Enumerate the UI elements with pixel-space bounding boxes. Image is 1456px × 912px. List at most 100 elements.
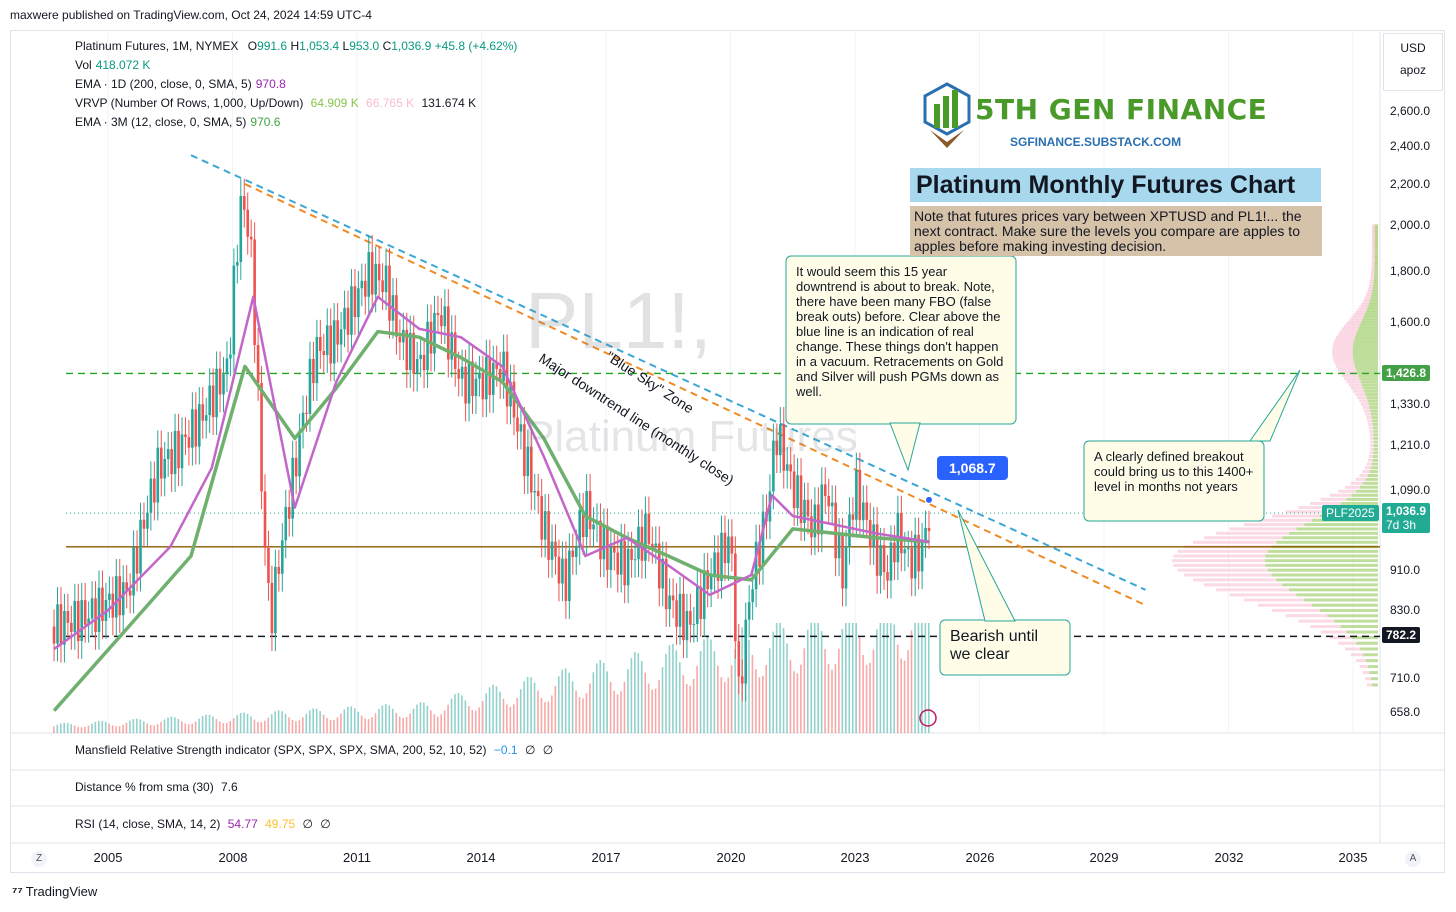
candle-body bbox=[865, 502, 869, 520]
rsi-label: RSI (14, close, SMA, 14, 2) bbox=[75, 817, 221, 831]
candle-body bbox=[671, 595, 675, 601]
volume-profile-up bbox=[1372, 419, 1378, 423]
x-tick: 2017 bbox=[591, 850, 621, 865]
legend-ema3m[interactable]: EMA · 3M (12, close, 0, SMA, 5) 970.6 bbox=[75, 115, 280, 129]
volume-bar bbox=[647, 683, 650, 733]
candle-body bbox=[875, 524, 879, 576]
volume-profile-down bbox=[1334, 338, 1355, 342]
candle-body bbox=[308, 358, 312, 414]
pane-rsi[interactable]: RSI (14, close, SMA, 14, 2) 54.77 49.75 … bbox=[75, 817, 331, 831]
volume-profile-down bbox=[1371, 230, 1375, 234]
volume-bar bbox=[568, 672, 570, 733]
volume-bar bbox=[315, 708, 318, 733]
candle-body bbox=[588, 491, 592, 530]
mansfield-na2: ∅ bbox=[542, 743, 554, 757]
candle-body bbox=[727, 536, 730, 564]
tradingview-brand[interactable]: ⁷⁷ TradingView bbox=[12, 884, 97, 899]
volume-bar bbox=[246, 713, 249, 733]
volume-bar bbox=[457, 692, 460, 733]
volume-bar bbox=[350, 706, 353, 733]
volume-bar bbox=[412, 708, 415, 733]
y-tick: 1,600.0 bbox=[1390, 315, 1431, 329]
y-tick: 2,000.0 bbox=[1390, 218, 1431, 232]
volume-profile-up bbox=[1373, 433, 1378, 437]
volume-profile-down bbox=[1346, 380, 1361, 384]
candle-body bbox=[56, 604, 59, 644]
candle-body bbox=[270, 582, 274, 634]
volume-bar bbox=[928, 623, 930, 733]
volume-bar bbox=[80, 727, 83, 733]
volume-profile-up bbox=[1353, 344, 1378, 348]
annotation-disclaimer[interactable]: Note that futures prices vary between XP… bbox=[910, 206, 1322, 256]
volume-profile-up bbox=[1264, 559, 1378, 563]
candle-body bbox=[360, 280, 364, 289]
legend-vrvp[interactable]: VRVP (Number Of Rows, 1,000, Up/Down) 64… bbox=[75, 96, 476, 110]
volume-bar bbox=[395, 713, 398, 733]
volume-bar bbox=[727, 677, 730, 733]
volume-profile-down bbox=[1338, 489, 1357, 493]
candle-body bbox=[516, 417, 519, 432]
volume-bar bbox=[914, 623, 916, 733]
candle-body bbox=[623, 540, 626, 586]
volume-profile-down bbox=[1173, 554, 1266, 558]
callout-main[interactable]: It would seem this 15 year downtrend is … bbox=[796, 264, 1004, 399]
candle-body bbox=[370, 252, 374, 295]
volume-profile-down bbox=[1344, 324, 1360, 328]
candle-body bbox=[858, 469, 862, 521]
volume-bar bbox=[793, 671, 795, 733]
volume-profile-down bbox=[1371, 228, 1375, 232]
volume-bar bbox=[257, 721, 259, 733]
volume-profile-down bbox=[1337, 332, 1356, 336]
volume-profile-up bbox=[1374, 263, 1378, 267]
volume-bar bbox=[153, 725, 155, 733]
currency-unit[interactable]: USD bbox=[1400, 41, 1426, 55]
volume-profile-down bbox=[1370, 280, 1374, 284]
legend-vol-value: 418.072 K bbox=[95, 58, 151, 72]
volume-profile-up bbox=[1373, 444, 1378, 448]
legend-ema1d[interactable]: EMA · 1D (200, close, 0, SMA, 5) 970.8 bbox=[75, 77, 286, 91]
auto-scale-button[interactable]: A bbox=[1405, 851, 1421, 867]
volume-bar bbox=[98, 720, 100, 733]
volume-bar bbox=[845, 623, 847, 733]
price-marker[interactable]: 1,068.7 bbox=[937, 456, 1008, 480]
candle-body bbox=[758, 541, 761, 567]
legend-main[interactable]: Platinum Futures, 1M, NYMEX O991.6 H1,05… bbox=[75, 39, 517, 53]
candle-body bbox=[433, 312, 436, 354]
annotation-title[interactable]: Platinum Monthly Futures Chart bbox=[910, 168, 1321, 202]
pane-distance[interactable]: Distance % from sma (30) 7.6 bbox=[75, 780, 238, 794]
volume-bar bbox=[284, 713, 287, 733]
volume-bar bbox=[526, 676, 529, 733]
scale-mode[interactable]: apoz bbox=[1399, 63, 1427, 77]
candle-body bbox=[730, 536, 734, 554]
candle-body bbox=[339, 329, 343, 345]
callout-bearish[interactable]: Bearish until we clear bbox=[950, 628, 1039, 663]
candle-body bbox=[305, 412, 308, 414]
legend-vol[interactable]: Vol 418.072 K bbox=[75, 58, 150, 72]
pane-mansfield[interactable]: Mansfield Relative Strength indicator (S… bbox=[75, 743, 553, 757]
candle-body bbox=[872, 524, 875, 548]
volume-profile-up bbox=[1374, 237, 1378, 241]
candle-body bbox=[882, 545, 886, 573]
volume-profile-up bbox=[1356, 641, 1378, 645]
volume-bar bbox=[810, 623, 813, 733]
volume-bar bbox=[146, 723, 149, 733]
candle-body bbox=[156, 447, 160, 503]
mansfield-na1: ∅ bbox=[524, 743, 536, 757]
callout-breakout[interactable]: A clearly defined breakout could bring u… bbox=[1094, 449, 1254, 494]
volume-bar bbox=[187, 724, 190, 733]
currency-selector[interactable]: USD apoz bbox=[1383, 33, 1443, 91]
volume-profile-down bbox=[1370, 275, 1375, 279]
volume-profile-down bbox=[1371, 255, 1375, 259]
zoom-reset-button[interactable]: Z bbox=[31, 851, 47, 867]
volume-bar bbox=[561, 669, 564, 733]
volume-profile-down bbox=[1346, 321, 1361, 325]
candle-body bbox=[574, 546, 578, 557]
x-tick: 2005 bbox=[93, 850, 123, 865]
volume-profile-down bbox=[1371, 224, 1375, 228]
volume-profile-down bbox=[1332, 355, 1354, 359]
volume-profile-up bbox=[1361, 383, 1378, 387]
candle-body bbox=[554, 541, 557, 557]
legend-open: 991.6 bbox=[257, 39, 288, 53]
volume-profile-down bbox=[1337, 367, 1356, 371]
